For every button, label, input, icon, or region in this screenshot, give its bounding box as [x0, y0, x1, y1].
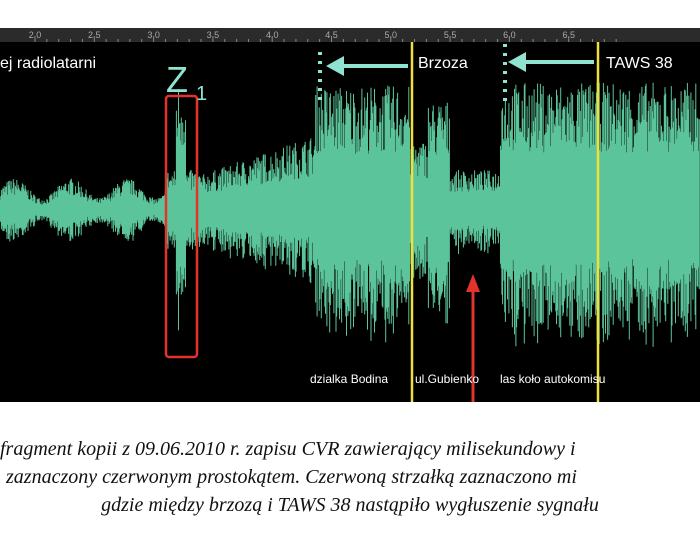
z-subscript: 1	[196, 83, 207, 105]
label: ej radiolatarni	[0, 55, 96, 72]
ruler-tick-label: 5.5	[444, 30, 457, 40]
waveform-figure: 2.0 2.5 3.0 3.5 4.0 4.5 5.0 5.5 6.0 6.5 ej radiol…	[0, 28, 700, 402]
ruler-tick-label: 4.0	[266, 30, 279, 40]
caption-line: fragment kopii z 09.06.2010 r. zapisu CV…	[0, 438, 576, 460]
arrow-head	[326, 56, 344, 76]
ruler-tick-label: 5.0	[385, 30, 398, 40]
label: Brzoza	[418, 55, 468, 72]
ruler-tick-label: 2.5	[88, 30, 101, 40]
bottom-label: ul.Gubienko	[415, 372, 479, 386]
ruler-tick-label: 6.5	[562, 30, 575, 40]
bottom-label: dzialka Bodina	[310, 372, 388, 386]
time-ruler	[0, 28, 700, 42]
bottom-label: las koło autokomisu	[500, 372, 605, 386]
label: TAWS 38	[606, 55, 673, 72]
ruler-ticks: 2.0 2.5 3.0 3.5 4.0 4.5 5.0 5.5 6.0 6.5	[29, 30, 617, 42]
caption-line: zaznaczony czerwonym prostokątem. Czerwo…	[6, 466, 577, 488]
ruler-tick-label: 6.0	[503, 30, 516, 40]
z-label: Z	[166, 59, 188, 100]
caption-line: gdzie między brzozą i TAWS 38 nastąpiło …	[101, 494, 599, 516]
ruler-tick-label: 2.0	[29, 30, 42, 40]
waveform	[0, 82, 700, 347]
ruler-tick-label: 3.0	[147, 30, 160, 40]
ruler-tick-label: 4.5	[325, 30, 338, 40]
ruler-tick-label: 3.5	[207, 30, 220, 40]
arrow-head	[508, 52, 526, 72]
red-rectangle	[164, 94, 199, 359]
red-arrow-head	[466, 274, 480, 292]
